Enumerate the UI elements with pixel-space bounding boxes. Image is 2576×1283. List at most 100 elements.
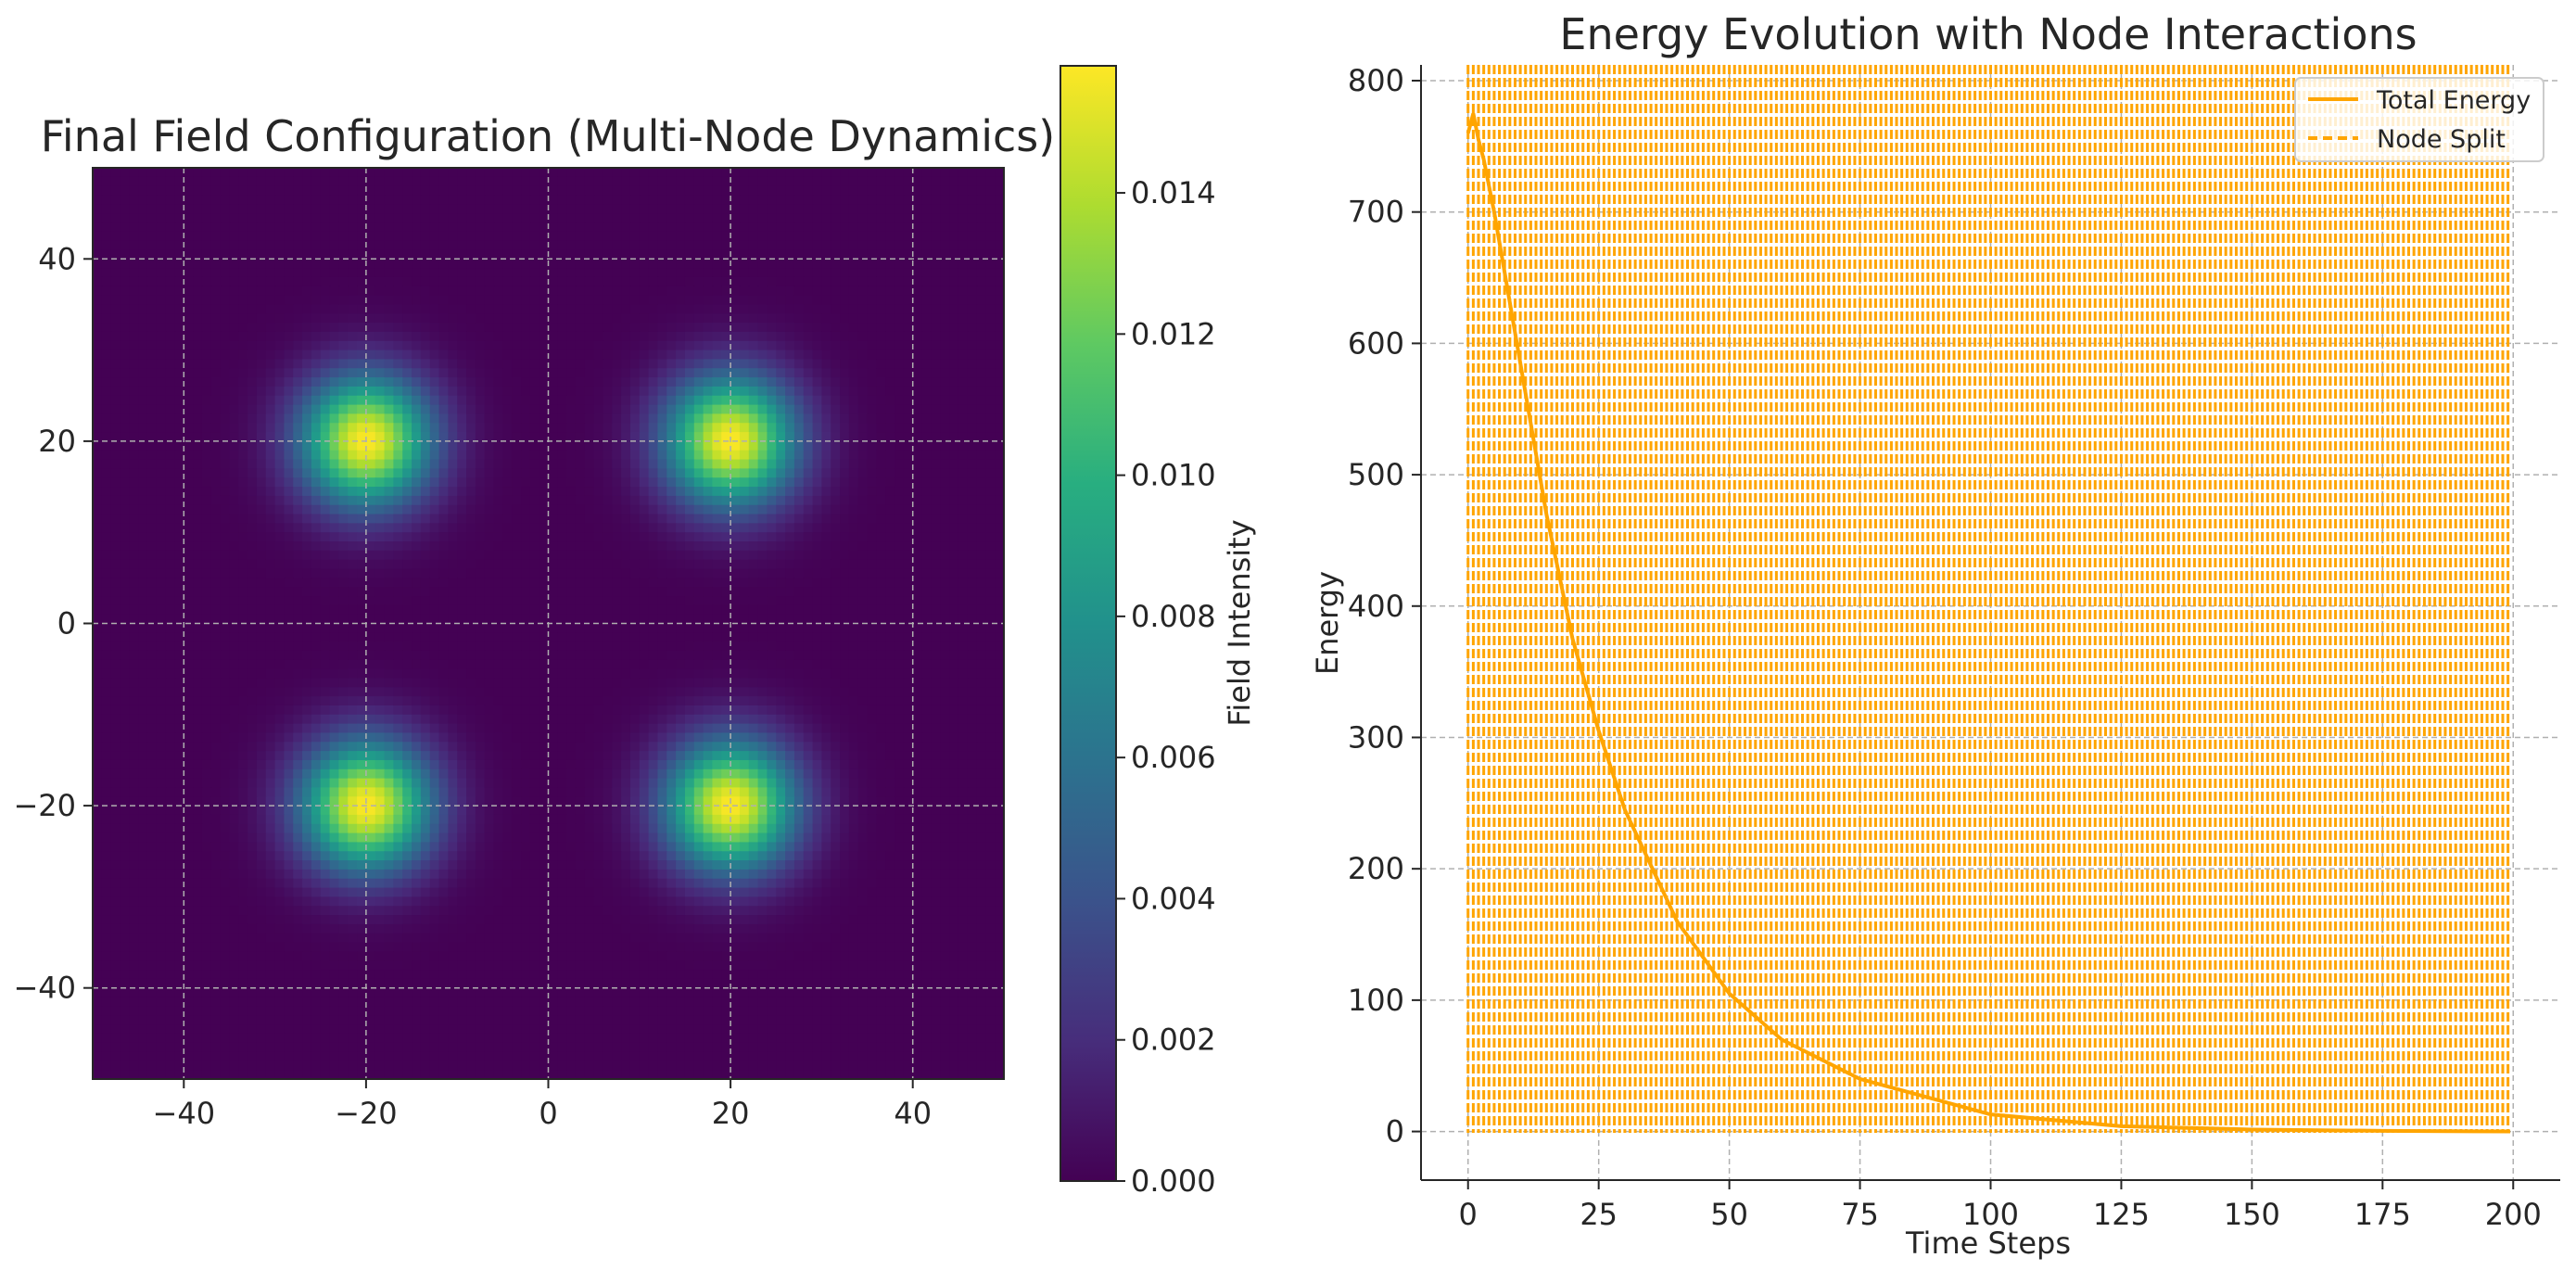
heatmap-cell [649,241,658,250]
heatmap-cell [840,441,849,451]
heatmap-cell [302,578,311,587]
heatmap-cell [740,359,749,368]
heatmap-cell [621,241,630,250]
heatmap-cell [284,413,293,423]
heatmap-cell [247,368,257,377]
heatmap-cell [502,615,512,624]
heatmap-cell [166,213,175,222]
heatmap-cell [794,268,804,277]
heatmap-cell [876,213,885,222]
heatmap-cell [785,368,794,377]
heatmap-cell [466,222,476,232]
heatmap-cell [977,204,986,213]
heatmap-cell [785,195,794,204]
heatmap-cell [238,605,247,615]
heatmap-cell [102,460,111,469]
heatmap-cell [494,186,503,196]
heatmap-cell [621,387,630,396]
heatmap-cell [821,241,831,250]
heatmap-cell [585,477,594,487]
heatmap-cell [549,413,558,423]
heatmap-cell [111,323,121,332]
heatmap-cell [439,615,449,624]
heatmap-cell [512,551,521,560]
heatmap-cell [521,341,530,350]
heatmap-cell [357,168,366,177]
heatmap-cell [776,350,785,360]
heatmap-cell [621,441,630,451]
heatmap-cell [685,413,694,423]
heatmap-cell [338,532,348,541]
heatmap-cell [985,313,995,323]
heatmap-cell [940,186,949,196]
heatmap-cell [649,605,658,615]
heatmap-cell [357,213,366,222]
heatmap-cell [831,587,840,596]
heatmap-cell [721,168,730,177]
heatmap-cell [704,432,713,441]
heatmap-cell [985,460,995,469]
heatmap-cell [549,451,558,460]
heatmap-cell [311,368,321,377]
heatmap-cell [885,460,895,469]
heatmap-cell [366,259,375,268]
heatmap-cell [876,177,885,186]
heatmap-cell [630,432,640,441]
heatmap-cell [804,177,813,186]
heatmap-cell [393,168,402,177]
heatmap-cell [393,204,402,213]
heatmap-cell [913,505,922,514]
heatmap-cell [284,596,293,605]
heatmap-cell [566,259,576,268]
heatmap-cell [120,468,129,477]
heatmap-cell [430,587,439,596]
heatmap-cell [612,532,621,541]
heatmap-cell [549,341,558,350]
heatmap-cell [375,350,385,360]
heatmap-cell [913,268,922,277]
heatmap-cell [174,523,184,532]
heatmap-cell [612,249,621,259]
heatmap-cell [813,487,822,496]
heatmap-cell [385,451,394,460]
heatmap-cell [111,304,121,313]
heatmap-cell [494,177,503,186]
heatmap-cell [129,222,138,232]
heatmap-cell [868,413,877,423]
heatmap-cell [348,441,357,451]
heatmap-cell [968,195,977,204]
heatmap-cell [157,468,166,477]
heatmap-cell [557,587,566,596]
heatmap-cell [685,423,694,432]
heatmap-cell [138,477,147,487]
heatmap-cell [448,350,457,360]
heatmap-cell [321,186,330,196]
heatmap-cell [694,496,704,505]
heatmap-cell [284,441,293,451]
heatmap-cell [931,177,940,186]
heatmap-cell [949,496,958,505]
heatmap-cell [238,204,247,213]
heatmap-cell [630,232,640,241]
heatmap-cell [940,578,949,587]
heatmap-cell [840,432,849,441]
heatmap-cell [730,413,740,423]
heatmap-cell [293,468,302,477]
heatmap-cell [849,468,858,477]
heatmap-cell [949,587,958,596]
heatmap-cell [922,596,932,605]
heatmap-cell [302,323,311,332]
heatmap-cell [612,487,621,496]
heatmap-cell [804,468,813,477]
heatmap-cell [93,569,102,578]
heatmap-cell [858,168,868,177]
heatmap-cell [804,377,813,387]
heatmap-cell [831,241,840,250]
heatmap-cell [749,387,758,396]
heatmap-cell [393,259,402,268]
heatmap-cell [885,368,895,377]
heatmap-cell [694,232,704,241]
heatmap-cell [211,313,221,323]
heatmap-cell [985,587,995,596]
heatmap-cell [439,514,449,524]
